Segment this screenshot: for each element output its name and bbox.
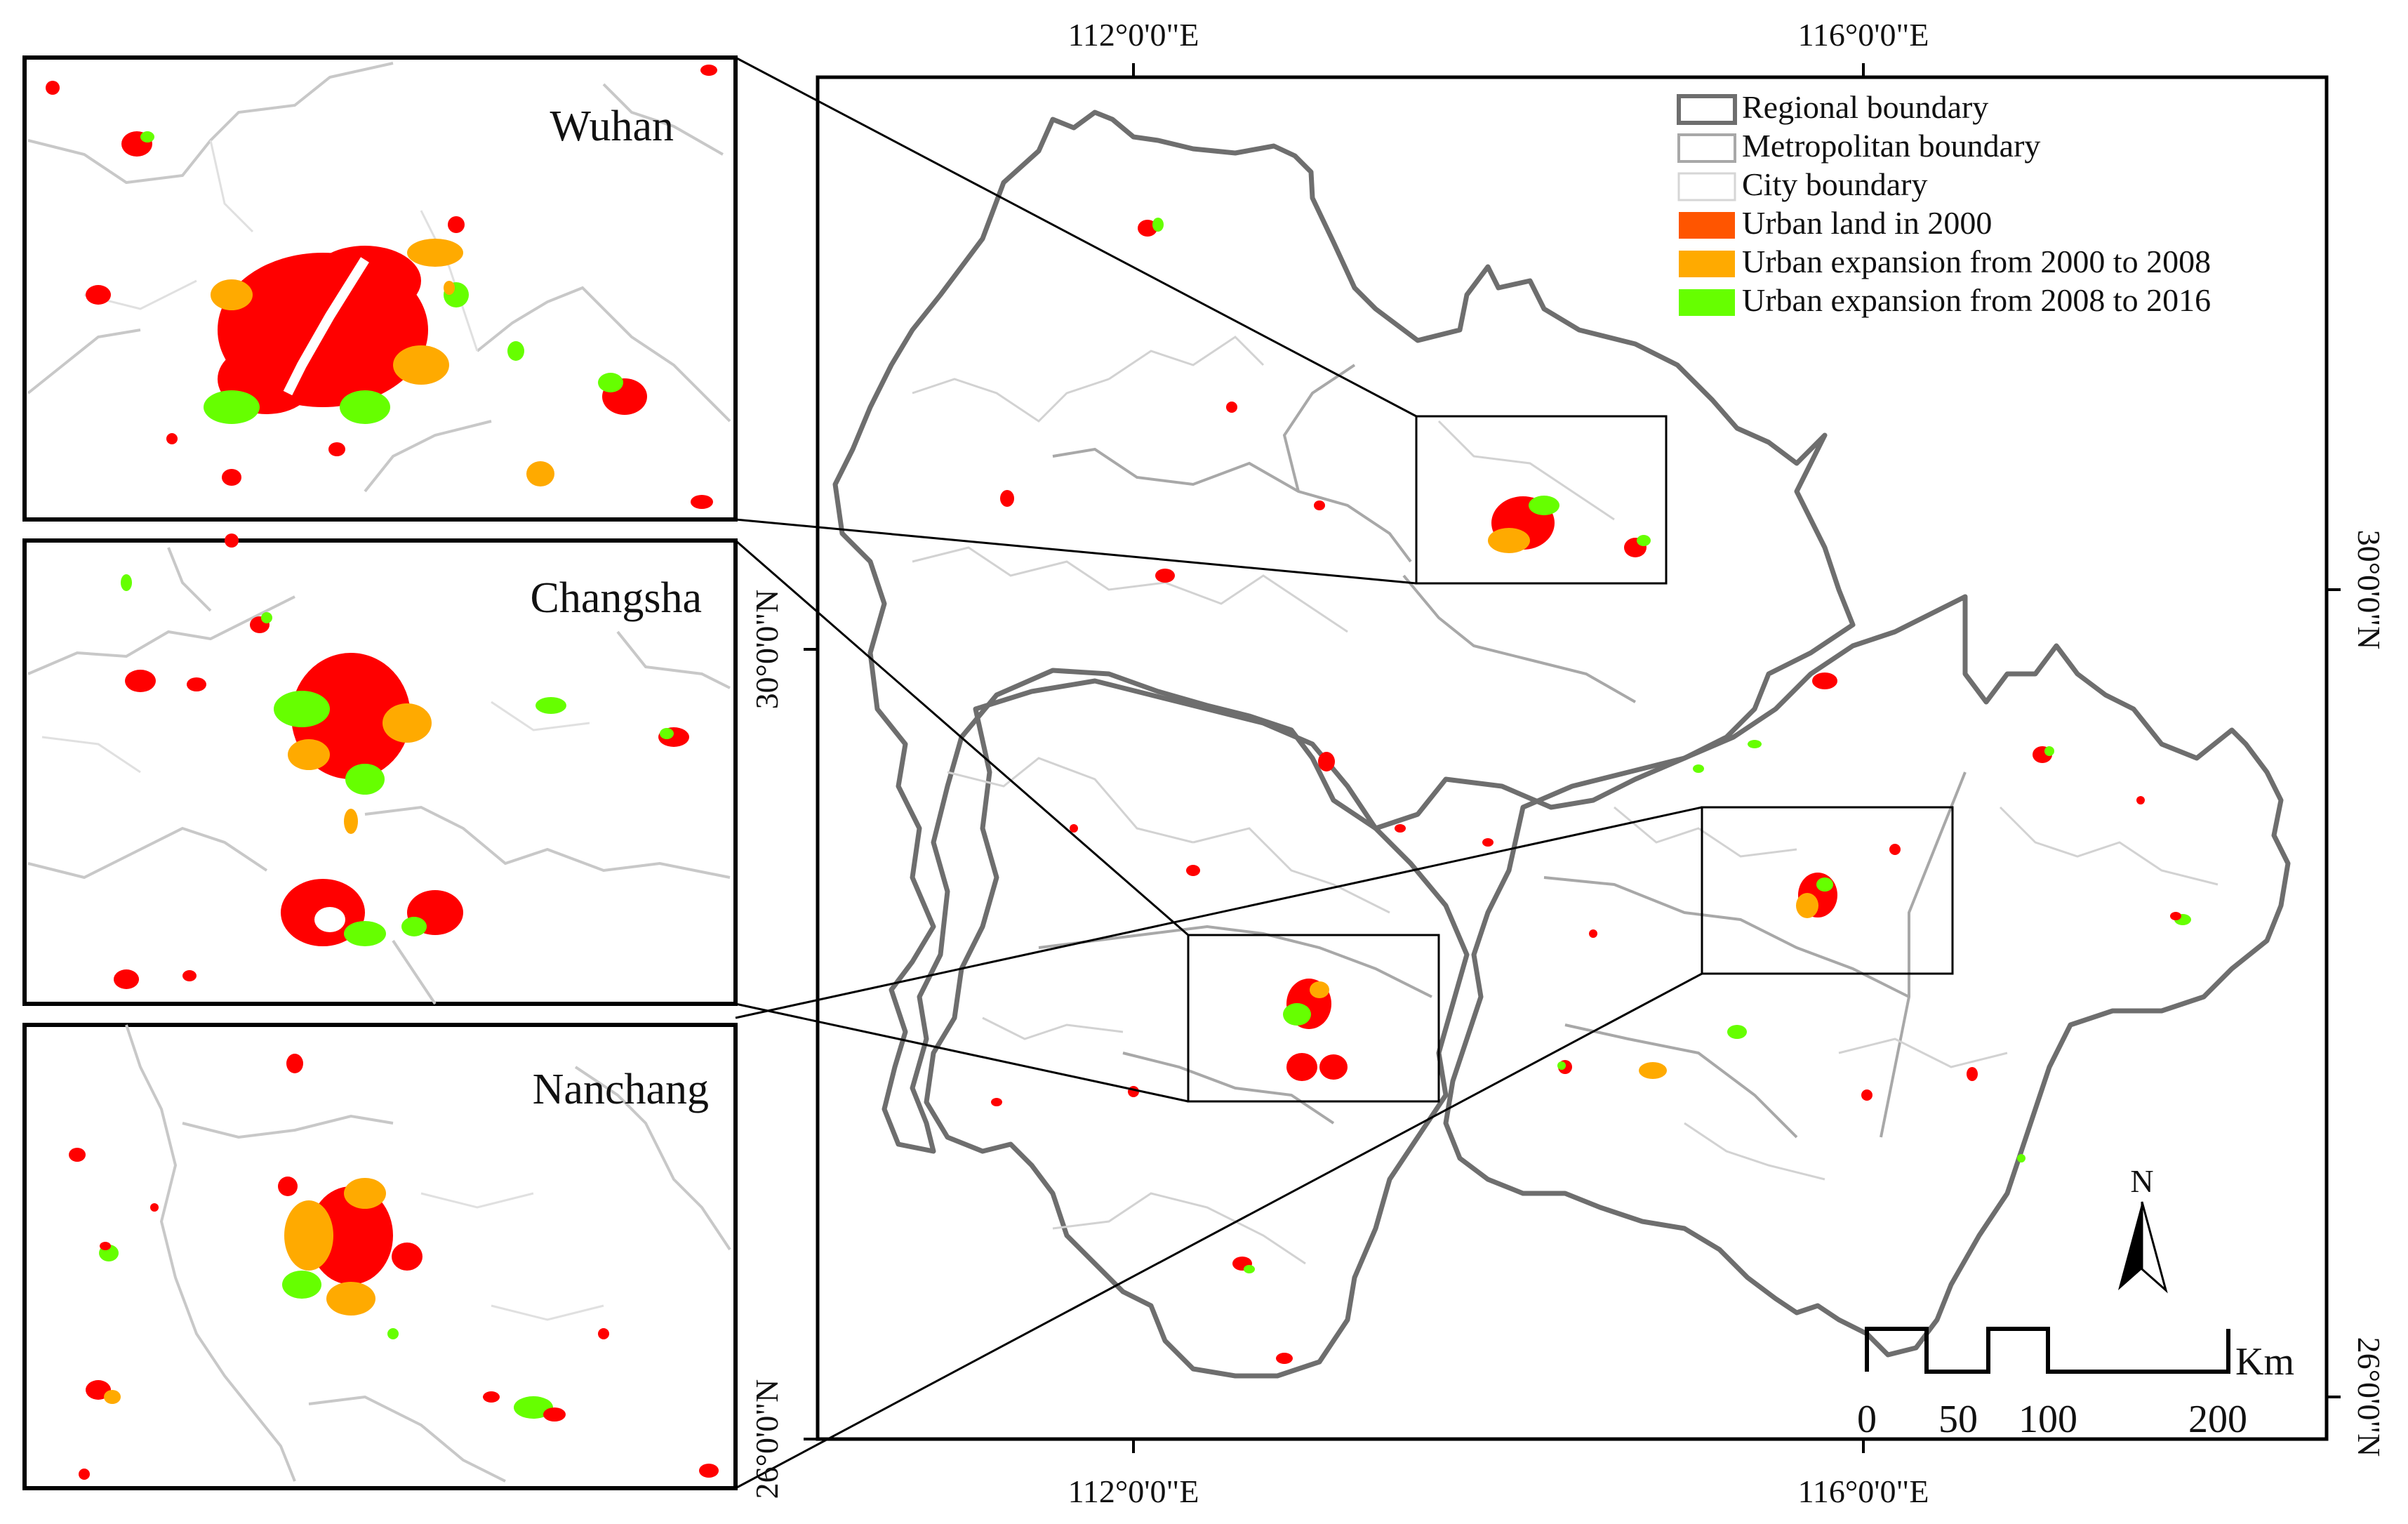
city-boundaries: [912, 336, 2219, 1265]
regional-boundary-wuhan: [832, 110, 1856, 1154]
inset-label-wuhan: Wuhan: [550, 102, 674, 150]
main-map-frame: [816, 75, 2329, 1441]
legend: Regional boundary Metropolitan boundary …: [1677, 89, 2211, 318]
legend-swatch-expansion-2008-2016: [1679, 289, 1735, 316]
legend-swatch-regional: [1677, 94, 1737, 125]
legend-label-expansion-2000-2008: Urban expansion from 2000 to 2008: [1742, 244, 2211, 279]
wuhan-extent: [1415, 415, 1668, 585]
scale-tick-50: 50: [1938, 1398, 1978, 1441]
lon-label-top-right: 116°0'0"E: [1798, 17, 1929, 53]
graticule-labels: 112°0'0"E 116°0'0"E 112°0'0"E 116°0'0"E …: [749, 17, 2387, 1509]
inset-changsha: Changsha: [22, 534, 738, 1006]
scale-bar-line: [1865, 1327, 2230, 1374]
lon-label-bottom-left: 112°0'0"E: [1068, 1473, 1199, 1509]
inset-extents: [1187, 415, 1954, 1103]
legend-swatch-city: [1677, 172, 1736, 201]
legend-label-expansion-2008-2016: Urban expansion from 2008 to 2016: [1742, 282, 2211, 318]
lon-label-top-left: 112°0'0"E: [1068, 17, 1199, 53]
lat-label-right-lower: 26°0'0"N: [2351, 1337, 2387, 1457]
scale-bar-unit: Km: [2235, 1340, 2294, 1384]
scale-tick-100: 100: [2018, 1398, 2077, 1441]
region-map: [735, 56, 2291, 1490]
legend-label-city: City boundary: [1742, 166, 1927, 202]
inset-wuhan: Wuhan: [22, 55, 738, 522]
inset-label-changsha: Changsha: [530, 574, 702, 622]
urban-patches: [991, 218, 2191, 1364]
legend-label-urban-2000: Urban land in 2000: [1742, 205, 1992, 241]
changsha-extent: [1187, 934, 1440, 1103]
legend-swatch-urban-2000: [1679, 212, 1735, 239]
scale-tick-0: 0: [1857, 1398, 1877, 1441]
legend-label-metropolitan: Metropolitan boundary: [1742, 128, 2040, 164]
north-arrow-icon: [2118, 1201, 2168, 1294]
lat-label-left-upper: 30°0'0"N: [749, 590, 785, 710]
inset-connectors: [735, 56, 1703, 1490]
inset-nanchang: Nanchang: [22, 1023, 738, 1490]
legend-swatch-metropolitan: [1677, 133, 1736, 163]
lon-label-bottom-right: 116°0'0"E: [1798, 1473, 1929, 1509]
legend-swatch-expansion-2000-2008: [1679, 251, 1735, 277]
metropolitan-boundaries: [1038, 364, 1967, 1139]
graticule-ticks: [804, 63, 2341, 1453]
lat-label-left-lower: 26°0'0"N: [749, 1379, 785, 1499]
north-arrow: N: [2118, 1163, 2168, 1294]
lat-label-right-upper: 30°0'0"N: [2351, 530, 2387, 650]
legend-label-regional: Regional boundary: [1742, 89, 1988, 125]
north-arrow-label: N: [2130, 1163, 2153, 1199]
nanchang-extent: [1701, 806, 1954, 975]
regional-boundary-changsha: [924, 678, 1470, 1379]
scale-tick-200: 200: [2188, 1398, 2247, 1441]
scale-bar: Km 0 50 100 200: [1857, 1327, 2294, 1441]
inset-label-nanchang: Nanchang: [533, 1066, 709, 1113]
regional-boundary-nanchang: [1443, 594, 2291, 1358]
